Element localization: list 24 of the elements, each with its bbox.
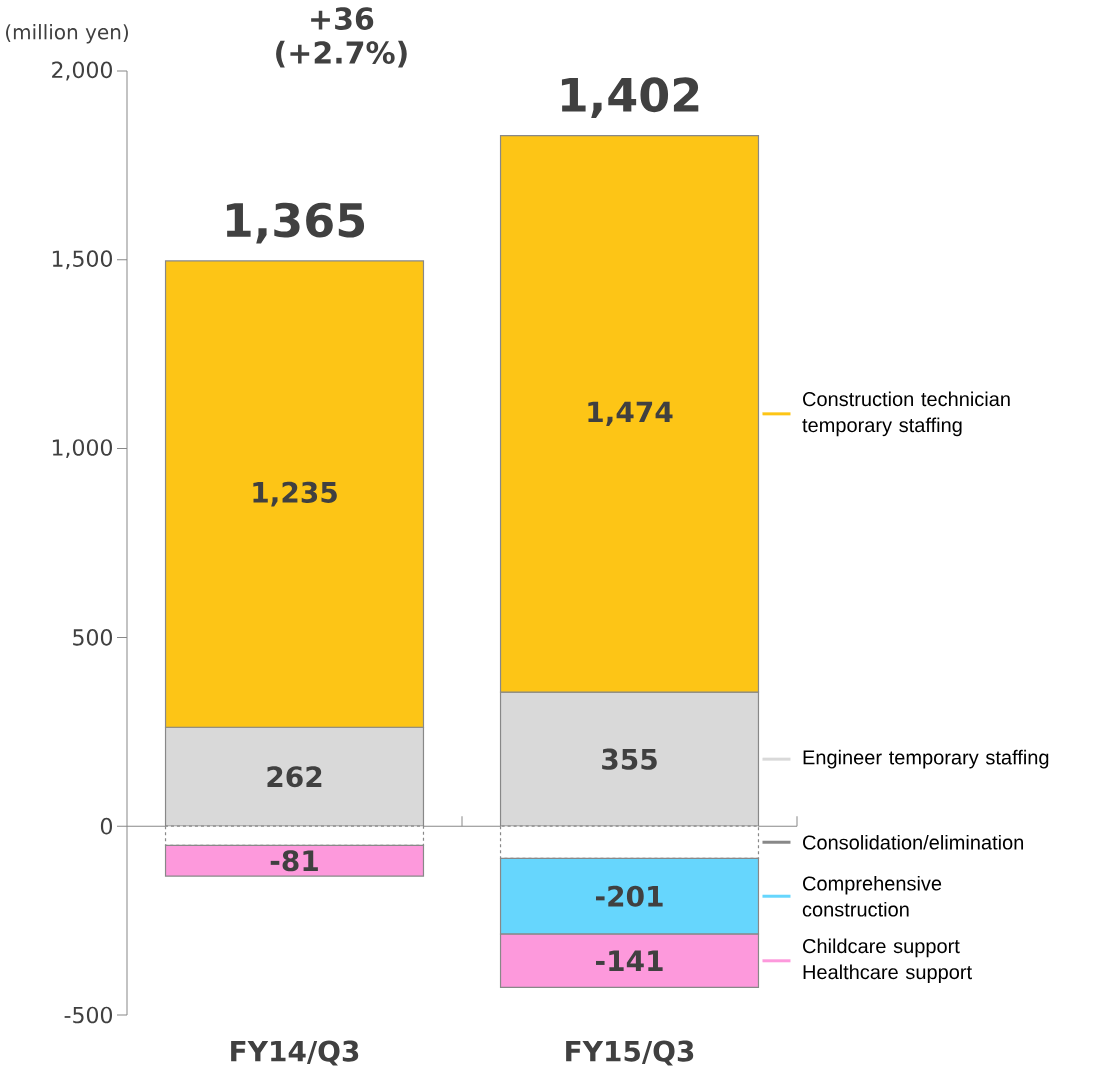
data-label: 1,235 <box>253 481 337 507</box>
legend-label: Engineer temporary staffing <box>803 749 1049 769</box>
y-tick-label: 1,000 <box>52 439 112 459</box>
y-tick-label: 2,000 <box>52 61 112 81</box>
total-label: 1,402 <box>561 77 699 119</box>
y-tick-label: 0 <box>100 817 112 835</box>
text: +36 (+2.7%) <box>276 7 407 68</box>
data-label: 355 <box>602 748 657 770</box>
data-label: -201 <box>595 885 663 907</box>
legend-label: Comprehensive construction <box>802 875 942 917</box>
x-tick-label: FY14/Q3 <box>231 1040 359 1066</box>
data-label: -81 <box>270 850 318 872</box>
y-axis-title: (million yen) <box>6 24 128 44</box>
data-label: 1,474 <box>588 401 673 427</box>
y-tick-label: -500 <box>64 1006 112 1024</box>
total-label: 1,365 <box>226 202 365 244</box>
x-tick-label: FY15/Q3 <box>566 1040 694 1066</box>
legend-label: Childcare support Healthcare support <box>803 938 972 984</box>
data-label: 262 <box>267 766 322 788</box>
y-tick-label: 500 <box>73 629 112 646</box>
y-tick-label: 1,500 <box>52 250 112 270</box>
legend-label: Consolidation/elimination <box>803 834 1024 850</box>
data-label: -141 <box>595 950 663 971</box>
text: Construction technician temporary staffing <box>802 391 1010 437</box>
